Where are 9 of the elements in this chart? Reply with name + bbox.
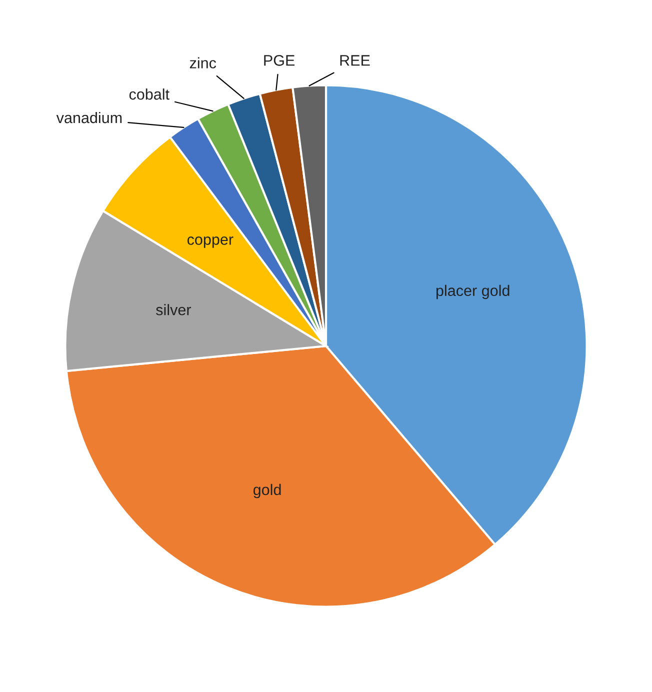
slice-label: zinc — [190, 57, 216, 68]
slice-label: placer gold — [436, 284, 510, 300]
slice-label: cobalt — [129, 88, 170, 100]
slice-label: PGE — [264, 55, 295, 66]
slice-label: gold — [253, 484, 281, 498]
slice-label: silver — [156, 304, 192, 316]
slice-label: vanadium — [56, 112, 122, 124]
slice-label: REE — [340, 55, 370, 66]
slice-label: copper — [187, 236, 234, 248]
